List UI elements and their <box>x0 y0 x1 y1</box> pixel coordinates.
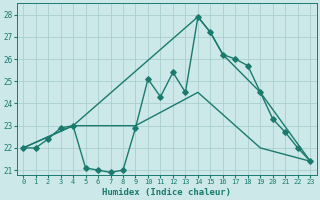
X-axis label: Humidex (Indice chaleur): Humidex (Indice chaleur) <box>102 188 231 197</box>
